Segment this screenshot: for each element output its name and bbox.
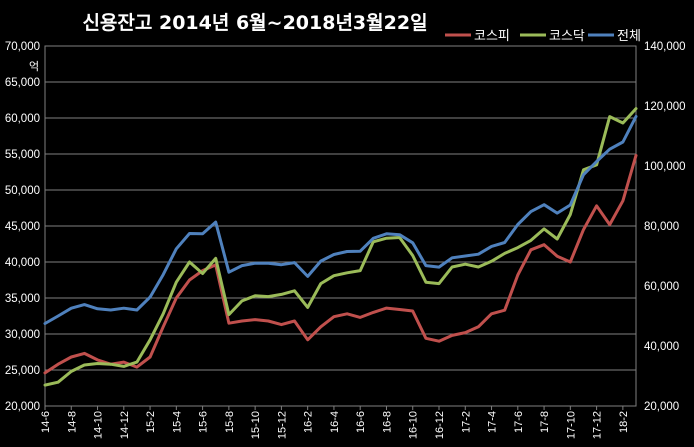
x-tick-label: 16-10 xyxy=(408,411,420,439)
y-left-tick-label: 60,000 xyxy=(5,113,40,125)
x-tick-label: 17-10 xyxy=(565,411,577,439)
y-right-tick-label: 100,000 xyxy=(644,161,686,173)
y-left-unit-label: 억 xyxy=(29,60,39,73)
x-tick-label: 15-4 xyxy=(171,411,183,433)
x-tick-label: 16-4 xyxy=(329,411,341,433)
legend-label: 코스피 xyxy=(474,29,510,44)
y-left-tick-label: 45,000 xyxy=(5,221,40,233)
x-tick-label: 16-6 xyxy=(355,411,367,433)
chart-title: 신용잔고 2014년 6월~2018년3월22일 xyxy=(82,12,427,34)
legend: 코스피 코스닥 전체 xyxy=(445,29,641,44)
legend-label: 전체 xyxy=(617,29,641,44)
x-tick-label: 17-12 xyxy=(592,411,604,439)
x-tick-label: 15-2 xyxy=(145,411,157,433)
x-tick-label: 16-12 xyxy=(434,411,446,439)
series-lines xyxy=(43,107,638,387)
x-axis: 14-6 14-8 14-10 14-12 15-2 15-4 15-6 15-8 15-10 1… xyxy=(40,406,630,439)
y-left-tick-label: 35,000 xyxy=(5,293,40,305)
y-left-tick-label: 30,000 xyxy=(5,329,40,341)
y-left-axis: 20,000 25,000 30,000 35,000 40,000 45,000 50,0… xyxy=(5,41,40,413)
y-left-tick-label: 25,000 xyxy=(5,365,40,377)
x-tick-label: 14-12 xyxy=(119,411,131,439)
y-right-tick-label: 140,000 xyxy=(644,41,686,53)
y-left-tick-label: 20,000 xyxy=(5,401,40,413)
y-left-tick-label: 55,000 xyxy=(5,149,40,161)
x-tick-label: 17-4 xyxy=(487,411,499,433)
y-right-tick-label: 40,000 xyxy=(644,341,679,353)
y-right-tick-label: 20,000 xyxy=(644,401,679,413)
series-line-1 xyxy=(43,153,638,375)
y-right-axis: 20,000 40,000 60,000 80,000 100,000 120,000 14… xyxy=(644,41,686,413)
x-tick-label: 15-6 xyxy=(198,411,210,433)
x-tick-label: 16-2 xyxy=(303,411,315,433)
plot-area xyxy=(44,45,637,407)
x-tick-label: 14-8 xyxy=(66,411,78,433)
y-right-tick-label: 80,000 xyxy=(644,221,679,233)
y-left-tick-label: 40,000 xyxy=(5,257,40,269)
y-left-tick-label: 50,000 xyxy=(5,185,40,197)
x-tick-label: 14-6 xyxy=(40,411,52,433)
y-left-tick-label: 65,000 xyxy=(5,77,40,89)
x-tick-label: 15-12 xyxy=(276,411,288,439)
x-tick-label: 14-10 xyxy=(93,411,105,439)
gridlines xyxy=(45,45,636,407)
x-tick-label: 15-8 xyxy=(224,411,236,433)
y-right-tick-label: 120,000 xyxy=(644,101,686,113)
legend-label: 코스닥 xyxy=(549,29,585,44)
x-tick-label: 15-10 xyxy=(250,411,262,439)
y-right-tick-label: 60,000 xyxy=(644,281,679,293)
series-line-2 xyxy=(43,107,638,387)
x-tick-label: 18-2 xyxy=(618,411,630,433)
x-tick-label: 16-8 xyxy=(381,411,393,433)
x-tick-label: 17-2 xyxy=(460,411,472,433)
series-line-3 xyxy=(43,115,638,325)
x-tick-label: 17-6 xyxy=(513,411,525,433)
y-left-tick-label: 70,000 xyxy=(5,41,40,53)
x-tick-label: 17-8 xyxy=(539,411,551,433)
